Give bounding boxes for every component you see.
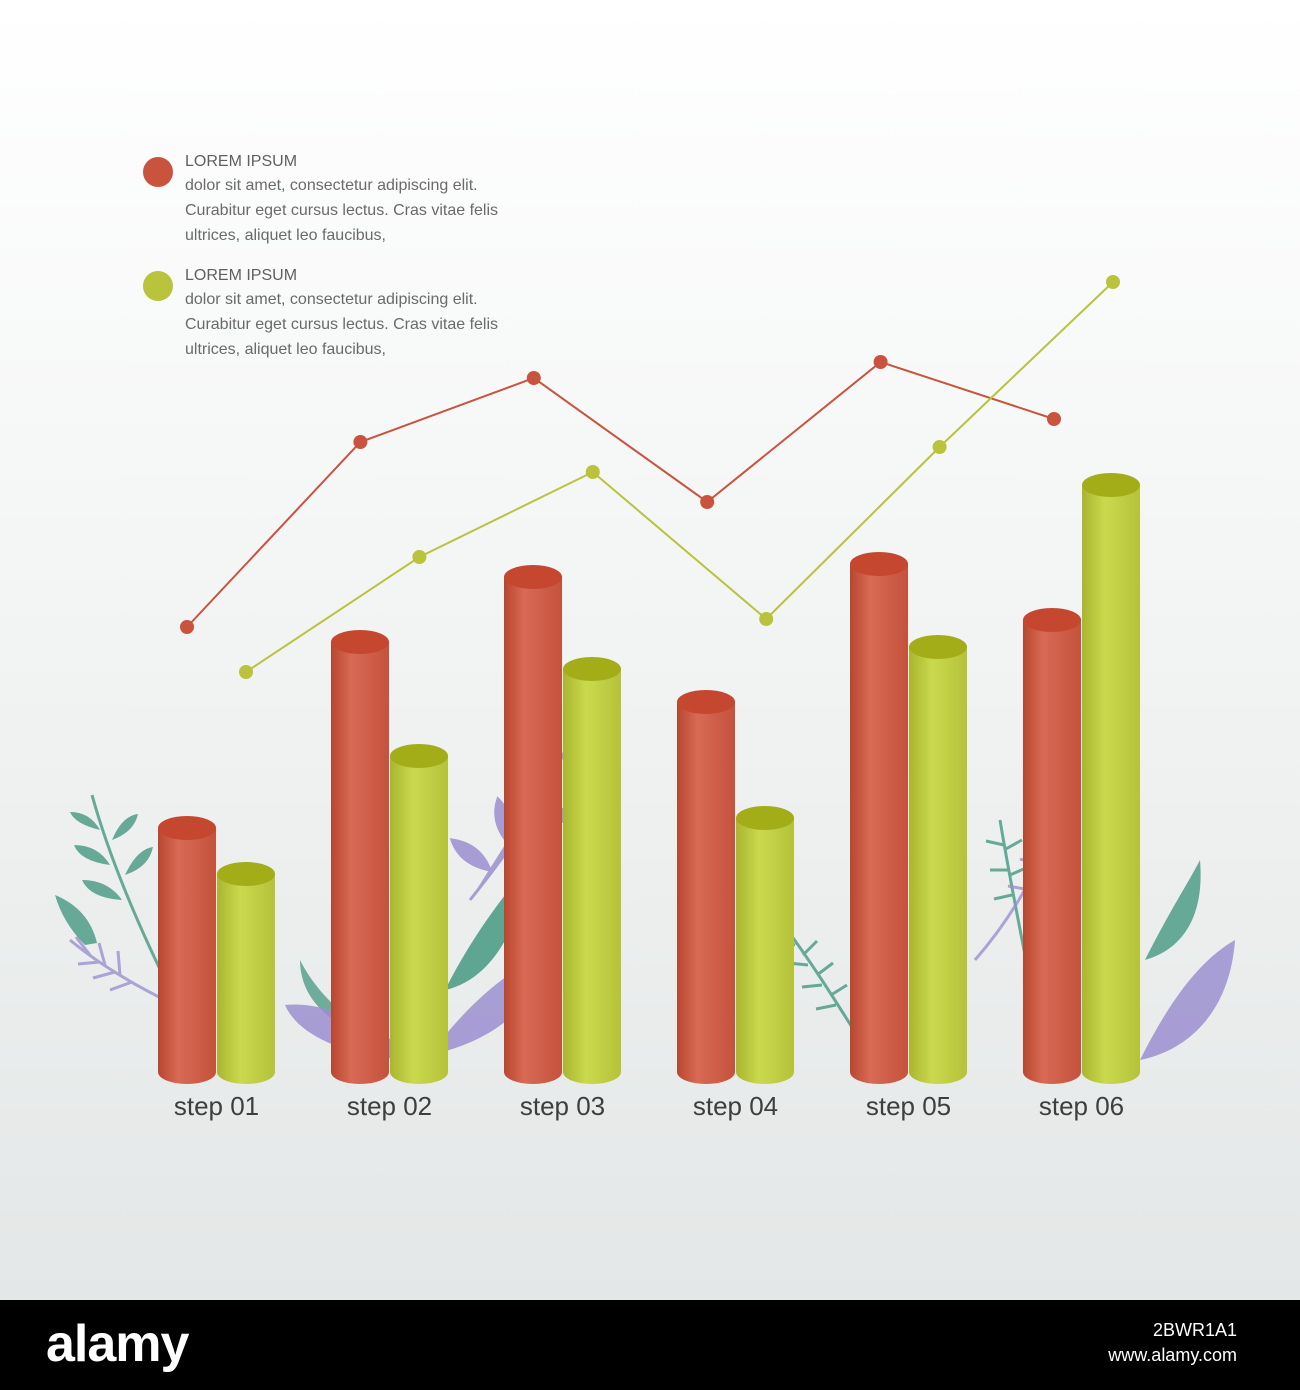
line-point-1-1	[180, 620, 194, 634]
bar-1-4	[677, 690, 735, 1084]
bar-1-3	[504, 565, 562, 1084]
bar-1-5	[850, 552, 908, 1084]
legend-dot-red	[143, 157, 173, 187]
line-point-1-2	[353, 435, 368, 449]
leaf-icon	[300, 960, 390, 1045]
bar-2-4	[736, 806, 794, 1084]
labels-layer: step 01 step 02 step 03 step 04 step 05 step …	[174, 1091, 1124, 1121]
line-point-1-6	[1047, 412, 1061, 426]
leaf-icon	[1140, 940, 1235, 1060]
x-tick-label: step 04	[693, 1091, 778, 1121]
legend-text-1: dolor sit amet, consectetur adipiscing e…	[185, 177, 499, 244]
leaf-icon	[1145, 860, 1201, 960]
leaf-icon	[69, 936, 166, 1002]
footer-bar	[0, 1300, 1300, 1390]
chart: step 01 step 02 step 03 step 04 step 05 step …	[55, 275, 1235, 1121]
legend-title-2: LOREM IPSUM	[185, 267, 298, 284]
bar-2-5	[909, 635, 967, 1084]
x-tick-label: step 02	[347, 1091, 432, 1121]
bar-2-6	[1082, 473, 1140, 1084]
line-point-1-5	[873, 355, 888, 369]
bar-1-1	[158, 816, 216, 1084]
line-point-1-3	[526, 371, 541, 385]
brand-logo: alamy	[46, 1315, 189, 1373]
line-point-2-1	[239, 665, 253, 679]
line-series-1	[186, 360, 1055, 628]
line-point-2-6	[1106, 275, 1120, 289]
legend-text-2: dolor sit amet, consectetur adipiscing e…	[185, 291, 499, 358]
stock-url: www.alamy.com	[1108, 1345, 1237, 1365]
x-tick-label: step 03	[520, 1091, 605, 1121]
bars-layer	[158, 473, 1140, 1084]
bar-2-1	[217, 862, 275, 1084]
line-series-2	[245, 281, 1114, 673]
bar-2-3	[563, 657, 621, 1084]
legend-title-1: LOREM IPSUM	[185, 153, 298, 170]
line-point-2-3	[585, 465, 600, 479]
leaf-icon	[55, 895, 97, 945]
bar-1-6	[1023, 608, 1081, 1084]
image-id: 2BWR1A1	[1152, 1320, 1237, 1340]
legend-dot-green	[143, 271, 173, 301]
bar-2-2	[390, 744, 448, 1084]
bar-1-2	[331, 630, 389, 1084]
line-point-1-4	[700, 495, 715, 509]
x-tick-label: step 05	[866, 1091, 951, 1121]
line-point-2-5	[932, 440, 947, 454]
line-point-2-4	[759, 612, 774, 626]
lines-layer	[180, 275, 1120, 679]
leaf-icon	[70, 812, 153, 900]
x-tick-label: step 06	[1039, 1091, 1124, 1121]
line-point-2-2	[412, 550, 427, 564]
x-tick-label: step 01	[174, 1091, 259, 1121]
